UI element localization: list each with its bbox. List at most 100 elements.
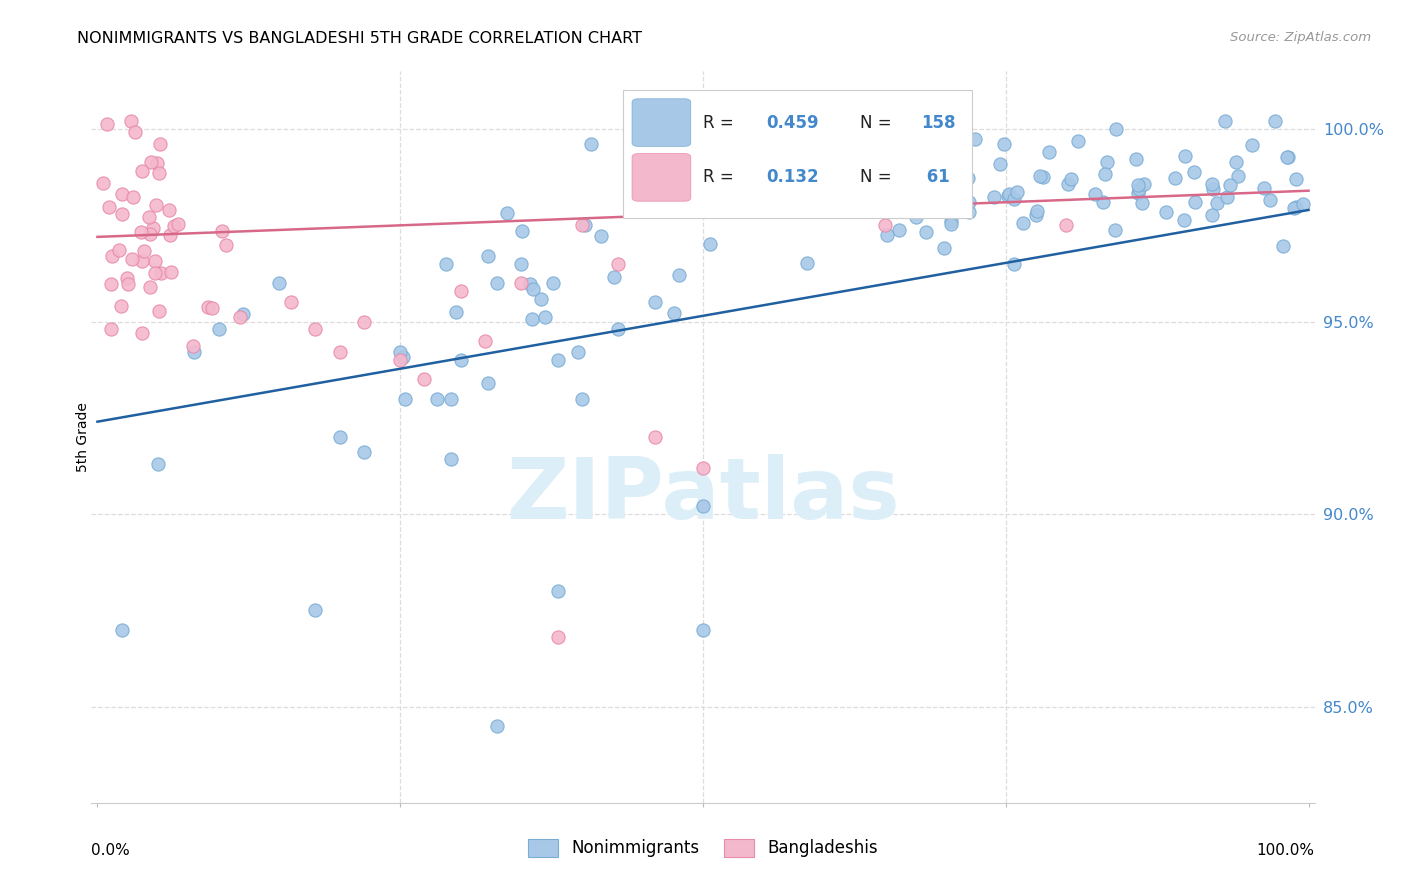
Point [1184, 194, 1206, 209]
Point [1213, 114, 1236, 128]
Point [1225, 155, 1247, 169]
Point [567, 345, 589, 359]
Point [915, 225, 938, 239]
Point [1128, 186, 1150, 200]
Point [1253, 180, 1275, 194]
Point [1285, 200, 1308, 214]
Point [852, 184, 875, 198]
Point [269, 276, 291, 290]
Point [751, 156, 773, 170]
Point [450, 284, 472, 298]
Point [131, 253, 153, 268]
Point [893, 122, 915, 136]
Point [699, 237, 721, 252]
Point [329, 345, 352, 359]
Point [877, 146, 900, 161]
Point [1130, 196, 1153, 211]
Point [474, 334, 496, 348]
Point [783, 122, 806, 136]
Point [110, 299, 132, 313]
Point [121, 252, 143, 267]
Point [957, 195, 980, 210]
Point [785, 141, 807, 155]
Point [117, 277, 139, 291]
Point [571, 392, 593, 406]
Point [131, 326, 153, 340]
Legend: Nonimmigrants, Bangladeshis: Nonimmigrants, Bangladeshis [522, 832, 884, 864]
Point [834, 164, 856, 178]
Point [232, 307, 254, 321]
Point [520, 311, 543, 326]
Point [1005, 185, 1028, 199]
Point [1216, 190, 1239, 204]
Point [139, 279, 162, 293]
Point [134, 244, 156, 259]
Point [108, 243, 131, 257]
Point [394, 392, 416, 407]
Point [983, 190, 1005, 204]
Point [692, 150, 714, 164]
Point [392, 350, 415, 364]
Point [201, 301, 224, 315]
Point [939, 214, 962, 228]
Point [1285, 172, 1308, 186]
Point [329, 430, 352, 444]
Point [1201, 177, 1223, 191]
Point [163, 219, 186, 234]
Point [486, 719, 509, 733]
Text: NONIMMIGRANTS VS BANGLADESHI 5TH GRADE CORRELATION CHART: NONIMMIGRANTS VS BANGLADESHI 5TH GRADE C… [77, 31, 643, 46]
Point [939, 217, 962, 231]
Point [100, 277, 122, 292]
Point [1271, 239, 1294, 253]
Text: N =: N = [859, 169, 897, 186]
Point [934, 161, 956, 176]
Point [997, 186, 1019, 201]
Point [873, 219, 896, 233]
Point [1126, 178, 1149, 192]
Point [1201, 208, 1223, 222]
Text: ZIPatlas: ZIPatlas [506, 454, 900, 537]
Point [778, 145, 800, 159]
Point [183, 345, 205, 359]
Point [658, 122, 681, 136]
Point [742, 167, 765, 181]
Point [440, 451, 463, 466]
Point [111, 623, 134, 637]
Point [1173, 212, 1195, 227]
Point [748, 178, 770, 193]
Point [1128, 182, 1150, 196]
Point [957, 204, 980, 219]
Point [920, 153, 942, 167]
Point [207, 322, 229, 336]
Point [744, 122, 766, 136]
FancyBboxPatch shape [633, 99, 690, 146]
Point [644, 430, 666, 444]
Point [952, 131, 974, 145]
Point [389, 345, 412, 359]
Point [519, 277, 541, 291]
Y-axis label: 5th Grade: 5th Grade [76, 402, 90, 472]
Point [607, 322, 630, 336]
Point [228, 310, 250, 324]
Point [692, 500, 714, 514]
Point [952, 174, 974, 188]
Point [898, 154, 921, 169]
Point [450, 353, 472, 368]
Point [1056, 177, 1078, 191]
Point [96, 117, 118, 131]
Point [574, 218, 596, 232]
Point [893, 169, 915, 184]
FancyBboxPatch shape [633, 153, 690, 202]
Point [1219, 178, 1241, 192]
Point [139, 155, 162, 169]
Point [607, 257, 630, 271]
Point [143, 266, 166, 280]
Point [120, 114, 142, 128]
Point [922, 190, 945, 204]
Point [1060, 171, 1083, 186]
Point [796, 256, 818, 270]
Point [925, 179, 948, 194]
Text: 0.459: 0.459 [766, 113, 820, 131]
Point [1104, 223, 1126, 237]
Point [541, 277, 564, 291]
